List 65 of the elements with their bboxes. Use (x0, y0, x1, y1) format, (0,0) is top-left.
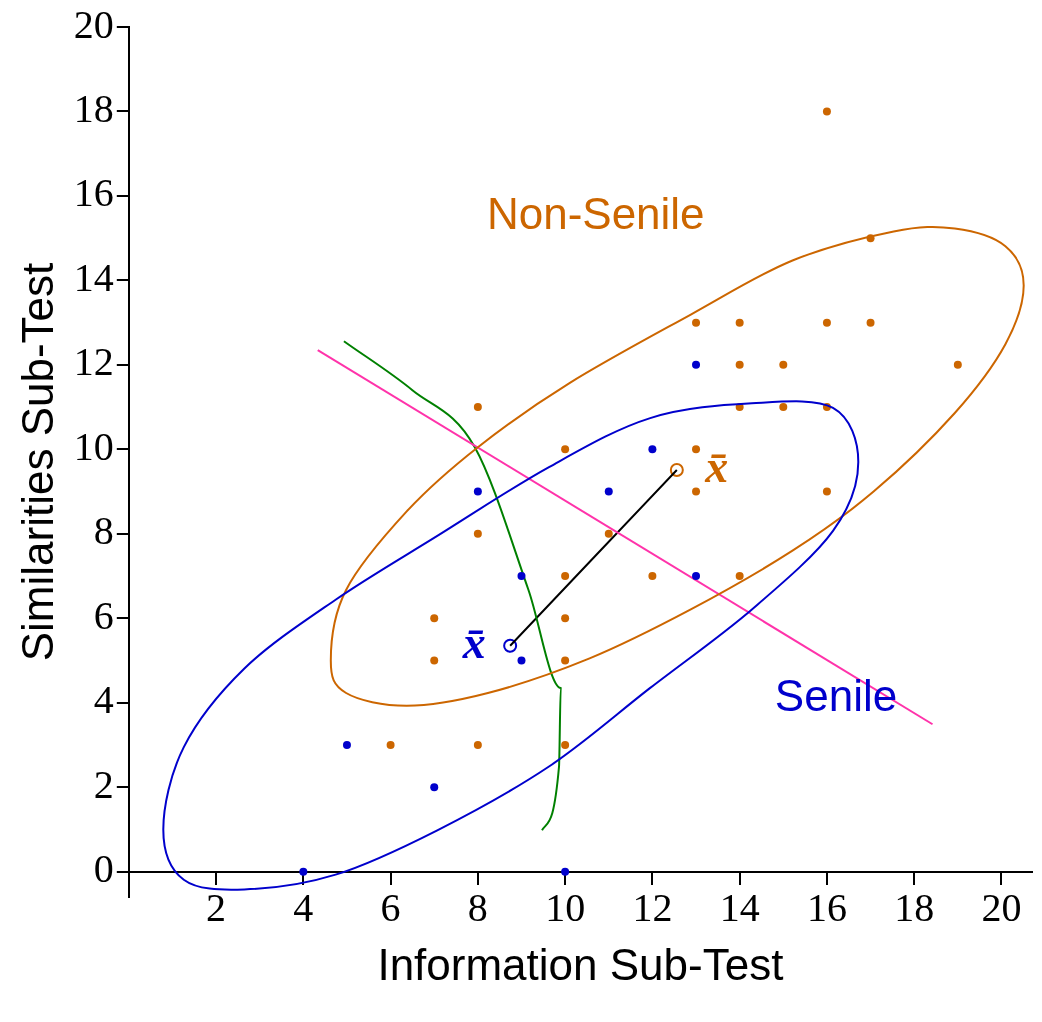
y-tick-label: 10 (73, 423, 114, 469)
point (473, 487, 482, 496)
x-tick-label: 16 (806, 885, 847, 931)
y-tick-label: 14 (73, 254, 114, 300)
point (822, 318, 831, 327)
annotation: Senile (774, 670, 898, 720)
x-tick-label: 10 (545, 885, 586, 931)
point (386, 740, 395, 749)
x-tick-label: 6 (380, 885, 401, 931)
point (561, 740, 570, 749)
line-series (342, 340, 562, 832)
x-tick-label: 12 (632, 885, 673, 931)
annotation: x̄ (704, 440, 729, 492)
annotation: x̄ (461, 616, 486, 668)
y-tick-label: 16 (73, 170, 114, 216)
point (561, 445, 570, 454)
point (561, 656, 570, 665)
point (473, 740, 482, 749)
point (822, 487, 831, 496)
point (430, 656, 439, 665)
x-tick-label: 2 (206, 885, 227, 931)
point (735, 572, 744, 581)
y-tick-label: 18 (73, 85, 114, 131)
point (822, 107, 831, 116)
point (430, 614, 439, 623)
y-tick-label: 2 (93, 761, 114, 807)
point (692, 445, 701, 454)
point (648, 572, 657, 581)
point (342, 740, 351, 749)
point (517, 656, 526, 665)
point (299, 867, 308, 876)
point (648, 445, 657, 454)
point (692, 318, 701, 327)
x-axis-title: Information Sub-Test (377, 940, 784, 990)
point (866, 318, 875, 327)
point (517, 572, 526, 581)
y-axis-title: Similarities Sub-Test (12, 262, 62, 662)
point (604, 487, 613, 496)
point (735, 360, 744, 369)
point (692, 572, 701, 581)
annotation: Non-Senile (486, 188, 705, 238)
point (735, 318, 744, 327)
x-tick-label: 20 (981, 885, 1022, 931)
point (430, 783, 439, 792)
x-tick-label: 4 (293, 885, 314, 931)
point (561, 614, 570, 623)
point (779, 403, 788, 412)
y-tick-label: 4 (93, 677, 114, 723)
point (692, 360, 701, 369)
point (779, 360, 788, 369)
point (692, 487, 701, 496)
y-tick-label: 0 (93, 846, 114, 892)
y-tick-label: 20 (73, 1, 114, 47)
y-tick-label: 6 (93, 592, 114, 638)
x-tick-label: 14 (719, 885, 760, 931)
point (473, 529, 482, 538)
point (473, 403, 482, 412)
x-tick-label: 18 (894, 885, 935, 931)
point (561, 867, 570, 876)
x-tick-label: 8 (467, 885, 488, 931)
y-tick-label: 12 (73, 339, 114, 385)
point (561, 572, 570, 581)
point (953, 360, 962, 369)
point (604, 529, 613, 538)
y-tick-label: 8 (93, 508, 114, 554)
